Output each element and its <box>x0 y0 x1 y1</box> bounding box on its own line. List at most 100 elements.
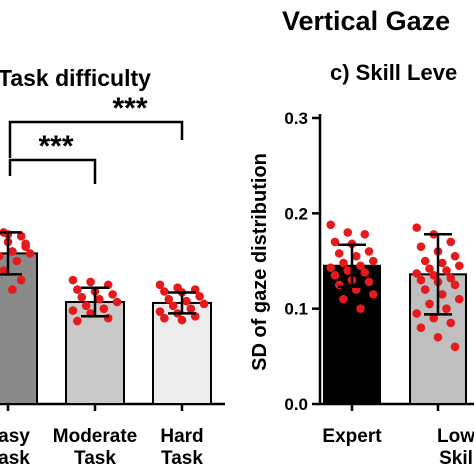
data-point <box>21 239 30 249</box>
data-point <box>182 296 191 306</box>
significance-bracket <box>8 158 97 184</box>
data-point <box>199 299 209 309</box>
x-tick-label: Skil <box>439 448 473 469</box>
data-point <box>0 266 8 275</box>
significance-label: *** <box>112 92 147 125</box>
data-point <box>343 228 353 237</box>
data-point <box>16 275 26 285</box>
data-point <box>8 247 17 256</box>
data-point <box>442 304 451 313</box>
data-point <box>416 323 426 333</box>
x-tick-label: Task <box>161 448 203 469</box>
data-point <box>155 307 165 316</box>
data-point <box>8 285 17 294</box>
data-point <box>446 273 456 283</box>
data-point <box>450 251 460 261</box>
panel-title-task-difficulty: Task difficulty <box>0 65 151 91</box>
y-tick-label: 0.2 <box>284 204 308 223</box>
data-point <box>412 309 422 318</box>
x-tick-label: Task <box>74 448 116 469</box>
data-point <box>356 261 365 271</box>
data-point <box>160 287 169 296</box>
data-point <box>429 271 439 280</box>
y-tick-label: 0.3 <box>284 109 308 128</box>
data-point <box>68 306 78 315</box>
data-point <box>437 258 447 268</box>
data-point <box>330 237 340 247</box>
data-point <box>425 299 434 309</box>
data-point <box>416 242 426 251</box>
x-tick-label: ask <box>0 448 30 469</box>
data-point <box>177 315 187 325</box>
data-point <box>155 280 165 290</box>
data-point <box>326 263 336 272</box>
data-point <box>0 252 4 261</box>
data-point <box>442 266 451 275</box>
significance-bracket <box>8 120 184 158</box>
data-point <box>356 304 365 313</box>
data-point <box>416 275 426 285</box>
data-point <box>164 294 174 304</box>
significance-label: *** <box>38 130 73 163</box>
data-point <box>446 318 456 328</box>
data-point <box>334 249 344 258</box>
x-tick-label: Hard <box>160 426 203 447</box>
data-point <box>95 294 104 304</box>
figure-title: Vertical Gaze <box>282 6 450 36</box>
data-point <box>420 285 430 294</box>
data-point <box>412 223 422 232</box>
data-point <box>364 247 374 256</box>
data-point <box>73 316 82 326</box>
data-point <box>343 266 353 275</box>
data-point <box>425 264 434 273</box>
data-point <box>168 301 178 311</box>
data-point <box>433 332 443 342</box>
data-point <box>360 268 370 277</box>
data-point <box>68 275 78 285</box>
data-point <box>339 294 348 304</box>
data-point <box>73 285 82 294</box>
data-point <box>368 290 378 299</box>
x-tick-label: Expert <box>322 426 382 447</box>
data-point <box>326 220 336 230</box>
data-point <box>186 304 196 313</box>
panel-task-difficulty: Task difficulty asyaskModerateTaskHardTa… <box>0 65 225 469</box>
data-point <box>12 256 22 266</box>
data-point <box>99 304 109 313</box>
data-point <box>412 269 422 278</box>
y-tick-label: 0.1 <box>284 300 308 319</box>
data-point <box>437 290 447 299</box>
x-tick-label: asy <box>0 426 30 447</box>
data-point <box>351 251 361 261</box>
panel-title-skill-level: c) Skill Leve <box>330 60 457 85</box>
y-axis-label: SD of gaze distribution <box>249 153 271 371</box>
data-point <box>16 231 26 241</box>
data-point <box>195 291 204 301</box>
bar <box>323 264 381 405</box>
panel-skill-level: c) Skill Leve SD of gaze distribution 0.… <box>249 60 474 469</box>
data-point <box>420 256 430 266</box>
data-point <box>81 301 91 311</box>
data-point <box>25 249 35 258</box>
data-point <box>454 294 464 304</box>
data-point <box>368 256 378 266</box>
data-point <box>77 292 87 302</box>
data-point <box>429 313 439 323</box>
data-point <box>160 313 169 323</box>
data-point <box>364 277 374 287</box>
data-point <box>450 280 460 290</box>
data-point <box>450 342 460 352</box>
x-tick-label: Low <box>437 426 474 447</box>
data-point <box>446 237 456 247</box>
data-point <box>112 297 122 307</box>
data-point <box>339 258 348 268</box>
data-point <box>360 230 370 239</box>
data-point <box>330 271 340 280</box>
data-point <box>108 290 117 299</box>
bar <box>0 252 38 405</box>
x-tick-label: Moderate <box>53 426 137 447</box>
data-point <box>86 277 95 287</box>
